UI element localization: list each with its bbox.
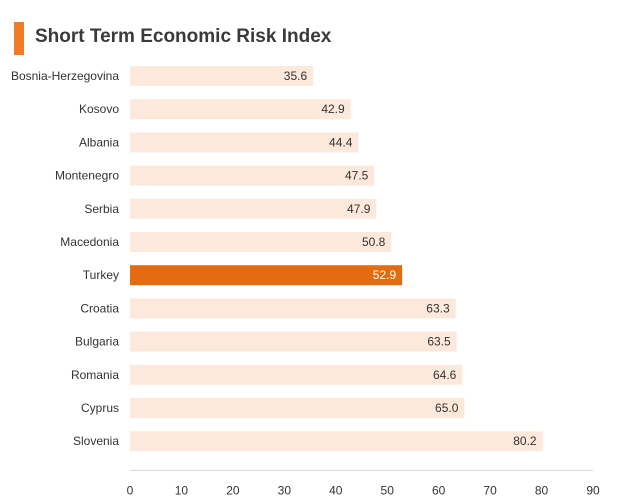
value-label: 52.9: [373, 268, 397, 282]
value-label: 47.9: [347, 202, 371, 216]
bar-croatia: [130, 298, 456, 319]
value-label: 50.8: [362, 235, 386, 249]
value-label: 80.2: [513, 434, 537, 448]
value-label: 42.9: [321, 102, 345, 116]
value-label: 63.3: [426, 301, 450, 315]
bar-bosnia-herzegovina: [130, 66, 314, 86]
bar-slovenia: [130, 431, 543, 452]
category-label: Macedonia: [60, 235, 119, 249]
bar-kosovo: [130, 99, 351, 120]
x-tick-label: 10: [175, 483, 189, 497]
value-label: 65.0: [435, 401, 459, 415]
chart-title: Short Term Economic Risk Index: [35, 26, 332, 47]
bar-serbia: [130, 198, 377, 219]
category-label: Slovenia: [73, 434, 119, 448]
value-label: 47.5: [345, 169, 369, 183]
category-label: Bosnia-Herzegovina: [11, 69, 119, 83]
bar-bulgaria: [130, 331, 457, 352]
bar-turkey: [130, 265, 403, 286]
x-tick-label: 40: [329, 483, 343, 497]
x-tick-label: 60: [432, 483, 446, 497]
bar-albania: [130, 132, 359, 153]
x-tick-label: 80: [535, 483, 549, 497]
category-label: Romania: [71, 368, 119, 382]
x-tick-label: 50: [381, 483, 395, 497]
category-label: Cyprus: [81, 401, 119, 415]
category-label: Serbia: [84, 202, 119, 216]
value-label: 64.6: [433, 368, 457, 382]
category-label: Bulgaria: [75, 335, 119, 349]
bar-cyprus: [130, 398, 465, 418]
bar-montenegro: [130, 165, 375, 186]
category-label: Kosovo: [79, 102, 119, 116]
category-label: Montenegro: [55, 169, 119, 183]
x-tick-label: 90: [586, 483, 600, 497]
category-label: Croatia: [80, 301, 119, 315]
value-label: 44.4: [329, 135, 353, 149]
x-tick-label: 0: [127, 483, 134, 497]
x-tick-label: 20: [226, 483, 240, 497]
bar-romania: [130, 364, 463, 385]
x-tick-label: 30: [278, 483, 292, 497]
category-label: Albania: [79, 135, 119, 149]
bar-macedonia: [130, 232, 392, 252]
x-tick-label: 70: [483, 483, 497, 497]
value-label: 63.5: [427, 335, 451, 349]
category-label: Turkey: [83, 268, 119, 282]
title-accent-bar: [14, 22, 24, 55]
value-label: 35.6: [284, 69, 308, 83]
